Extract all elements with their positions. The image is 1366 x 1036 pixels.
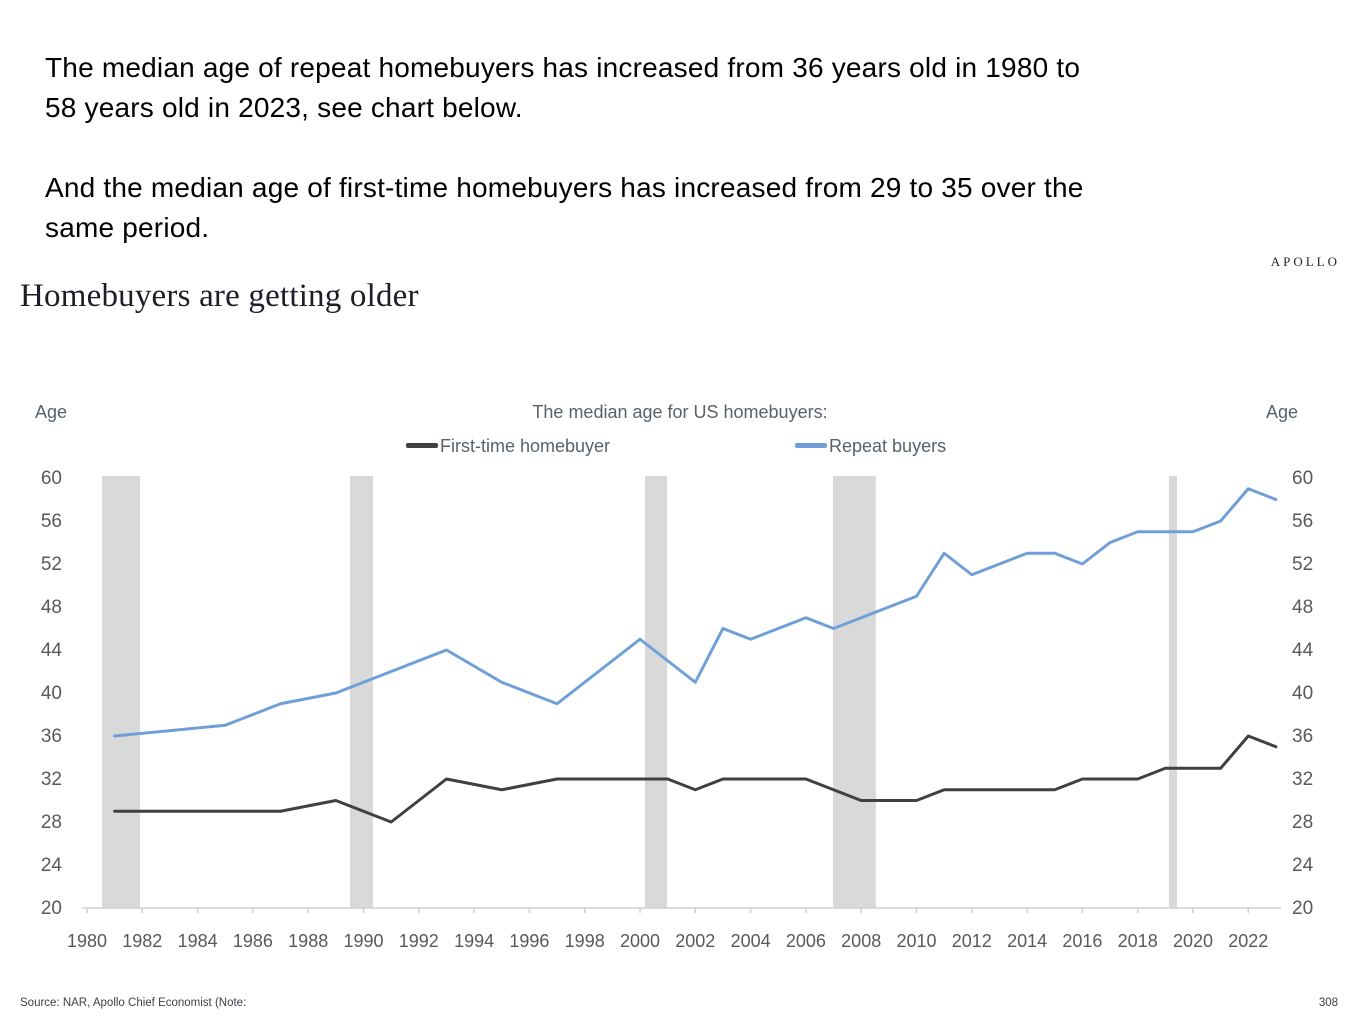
- recession-band: [832, 476, 876, 908]
- y-tick-label-left: 44: [41, 640, 63, 661]
- x-tick-label: 2020: [1173, 931, 1213, 951]
- x-tick-label: 2022: [1228, 931, 1268, 951]
- x-tick-label: 2010: [896, 931, 936, 951]
- y-tick-label-left: 24: [41, 855, 63, 876]
- x-tick-label: 2018: [1118, 931, 1158, 951]
- x-tick-label: 1990: [343, 931, 383, 951]
- page-number: 308: [1318, 997, 1338, 1009]
- recession-band: [1168, 476, 1177, 908]
- x-tick-label: 2006: [786, 931, 826, 951]
- intro-line: The median age of repeat homebuyers has …: [45, 52, 1081, 83]
- y-tick-label-right: 28: [1292, 812, 1313, 833]
- x-tick-label: 1980: [67, 931, 107, 951]
- x-tick-label: 2002: [675, 931, 715, 951]
- x-tick-label: 2008: [841, 931, 881, 951]
- y-tick-label-left: 56: [41, 511, 62, 532]
- x-tick-label: 1984: [178, 931, 218, 951]
- y-axis-label-right: Age: [1266, 402, 1299, 422]
- x-tick-label: 1988: [288, 931, 328, 951]
- x-tick-label: 2012: [952, 931, 992, 951]
- recession-band: [349, 476, 373, 908]
- x-tick-label: 1992: [399, 931, 439, 951]
- y-tick-label-left: 40: [41, 683, 62, 704]
- intro-line: same period.: [45, 212, 210, 243]
- intro-line: And the median age of first-time homebuy…: [45, 172, 1084, 203]
- apollo-logo: APOLLO: [1270, 254, 1340, 269]
- page-title: Homebuyers are getting older: [20, 278, 419, 314]
- y-tick-label-right: 36: [1292, 726, 1313, 747]
- chart-title: The median age for US homebuyers:: [532, 402, 828, 422]
- y-tick-label-left: 60: [41, 468, 62, 489]
- y-tick-label-right: 20: [1292, 898, 1313, 919]
- first-time-line-swatch: [406, 443, 438, 449]
- y-tick-label-right: 52: [1292, 554, 1313, 575]
- x-tick-label: 1996: [509, 931, 549, 951]
- y-tick-label-right: 40: [1292, 683, 1313, 704]
- intro-line: 58 years old in 2023, see chart below.: [45, 92, 523, 123]
- y-tick-label-left: 48: [41, 597, 62, 618]
- x-tick-label: 2004: [731, 931, 771, 951]
- y-tick-label-right: 56: [1292, 511, 1313, 532]
- x-tick-label: 2014: [1007, 931, 1047, 951]
- repeat-buyers-line-swatch: [795, 443, 827, 449]
- y-tick-label-left: 52: [41, 554, 62, 575]
- x-tick-label: 2000: [620, 931, 660, 951]
- y-axis-label-left: Age: [35, 402, 68, 422]
- y-tick-label-right: 44: [1292, 640, 1314, 661]
- recession-band: [644, 476, 668, 908]
- x-tick-label: 1982: [122, 931, 162, 951]
- y-tick-label-right: 60: [1292, 468, 1313, 489]
- y-tick-label-left: 20: [41, 898, 62, 919]
- first-time-homebuyer-line: [113, 734, 1278, 824]
- x-tick-label: 1998: [565, 931, 605, 951]
- y-tick-label-right: 32: [1292, 769, 1313, 790]
- legend-item-repeat-buyers: Repeat buyers: [795, 436, 946, 457]
- recession-band: [101, 476, 141, 908]
- y-tick-label-right: 24: [1292, 855, 1314, 876]
- intro-paragraph-2: And the median age of first-time homebuy…: [45, 168, 1084, 248]
- x-tick-label: 2016: [1062, 931, 1102, 951]
- legend-label-repeat-buyers: Repeat buyers: [829, 436, 947, 456]
- legend-label-first-time: First-time homebuyer: [440, 436, 611, 456]
- legend-item-first-time: First-time homebuyer: [406, 436, 610, 457]
- source-note: Source: NAR, Apollo Chief Economist (Not…: [20, 997, 247, 1009]
- intro-paragraph-1: The median age of repeat homebuyers has …: [45, 48, 1080, 128]
- x-tick-label: 1986: [233, 931, 273, 951]
- y-tick-label-right: 48: [1292, 597, 1313, 618]
- x-tick-label: 1994: [454, 931, 494, 951]
- repeat-buyers-line: [113, 487, 1278, 738]
- y-tick-label-left: 28: [41, 812, 62, 833]
- y-tick-label-left: 32: [41, 769, 62, 790]
- y-tick-label-left: 36: [41, 726, 62, 747]
